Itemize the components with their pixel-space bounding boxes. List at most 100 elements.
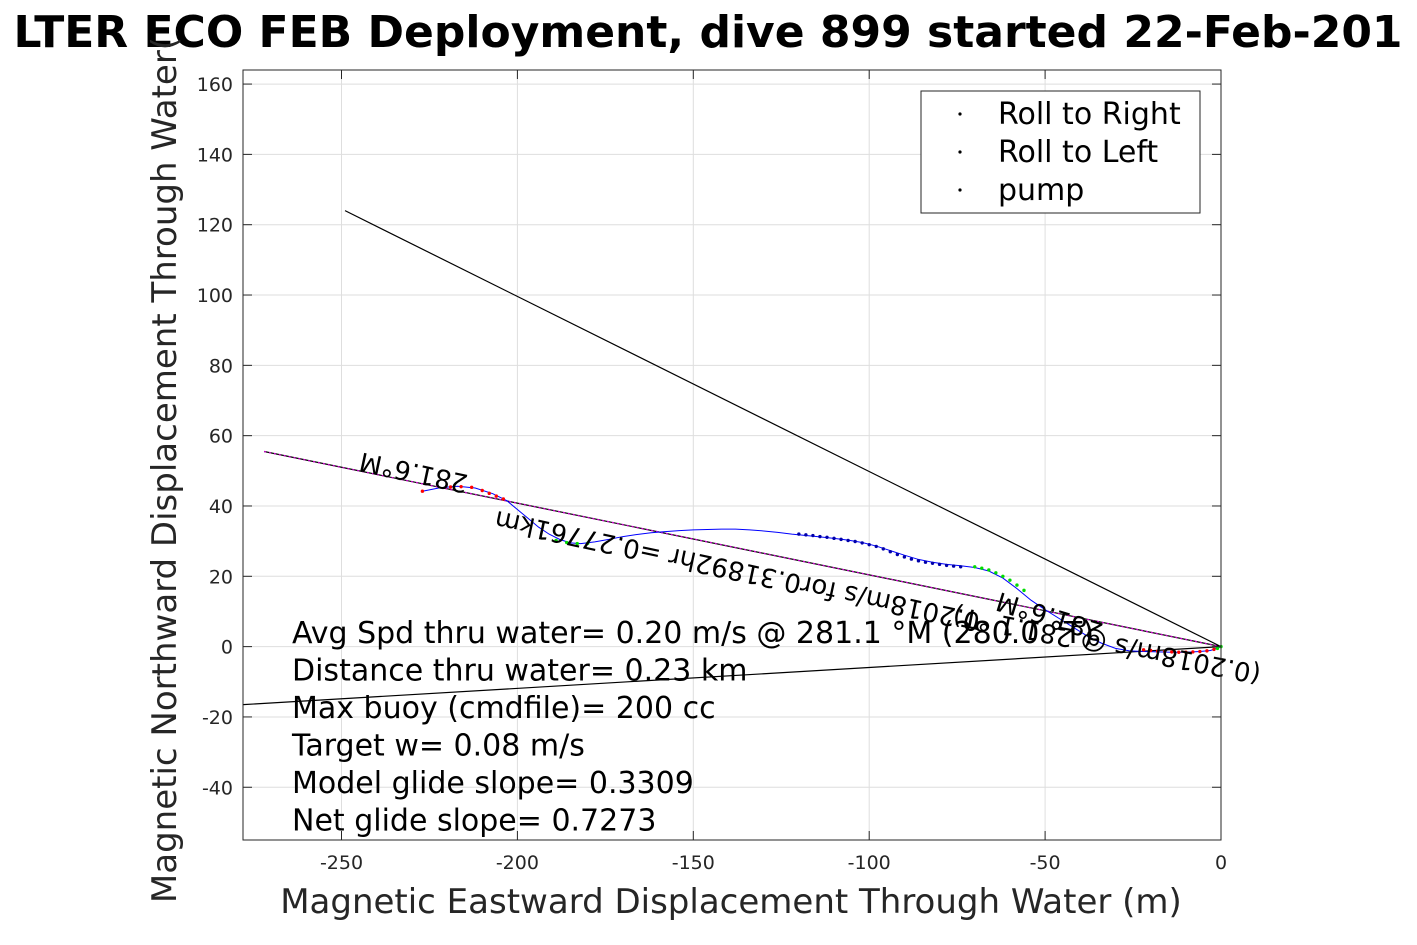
- grid-lines: [243, 70, 1222, 840]
- dive-point-pump: [888, 549, 893, 554]
- dive-point-roll_right: [987, 568, 991, 572]
- legend-label-pump: pump: [998, 173, 1084, 208]
- x-axis-label: Magnetic Eastward Displacement Through W…: [280, 882, 1182, 922]
- dive-point-pump: [895, 552, 900, 557]
- dive-point-pump: [937, 562, 942, 567]
- dive-point-roll_left: [1170, 650, 1174, 654]
- dive-point-roll_left: [459, 484, 463, 489]
- y-tick-label: 140: [197, 144, 233, 166]
- legend-marker-pump: [958, 188, 962, 192]
- x-tick-label: 0: [1215, 852, 1227, 874]
- dive-point-pump: [923, 560, 928, 564]
- dive-point-pump: [825, 535, 829, 539]
- dive-point-roll_left: [1141, 648, 1146, 652]
- dive-point-pump: [909, 557, 914, 561]
- y-tick-label: 60: [209, 426, 233, 448]
- dive-point-pump: [804, 533, 808, 537]
- dive-point-roll_left: [501, 497, 506, 501]
- dive-point-roll_right: [980, 566, 984, 570]
- y-tick-label: 160: [197, 74, 233, 96]
- x-tick-label: -200: [496, 852, 539, 874]
- dive-point-roll_right: [564, 540, 569, 545]
- dive-point-roll_left: [1148, 648, 1153, 653]
- dive-point-roll_right: [1015, 583, 1019, 587]
- dive-point-pump: [916, 559, 921, 563]
- dive-point-roll_left: [420, 489, 425, 493]
- dive-point-pump: [818, 534, 822, 539]
- dive-point-roll_right: [973, 565, 977, 569]
- y-tick-label: 20: [209, 566, 233, 588]
- reference-line: [344, 210, 1222, 648]
- dive-points: [420, 484, 1223, 654]
- y-tick-label: -20: [202, 707, 233, 729]
- annotation-line: Distance thru water= 0.23 km: [292, 654, 747, 689]
- dive-point-pump: [797, 532, 801, 536]
- annotation-line: Avg Spd thru water= 0.20 m/s @ 281.1 °M …: [292, 616, 1094, 651]
- dive-point-pump: [958, 565, 963, 569]
- dive-point-roll_right: [575, 541, 579, 546]
- dive-point-roll_left: [480, 488, 484, 493]
- dive-point-pump: [902, 555, 907, 559]
- dive-point-roll_left: [448, 485, 453, 489]
- dive-point-pump: [874, 544, 878, 549]
- y-tick-label: 80: [209, 355, 233, 377]
- dive-point-roll_right: [1001, 574, 1005, 579]
- dive-point-roll_left: [1184, 650, 1188, 654]
- dive-point-roll_right: [994, 571, 998, 575]
- y-tick-label: -40: [202, 777, 233, 799]
- chart-title: LTER ECO FEB Deployment, dive 899 starte…: [13, 7, 1402, 58]
- dive-point-pump: [860, 541, 864, 545]
- y-tick-label: 40: [209, 496, 233, 518]
- legend-box: [920, 90, 1201, 214]
- reference-line: [263, 450, 1222, 648]
- dive-point-pump: [832, 536, 836, 541]
- legend-label-roll-right: Roll to Right: [998, 97, 1181, 132]
- dive-point-pump: [846, 538, 850, 543]
- reference-lines: [242, 210, 1222, 706]
- dive-point-pump: [930, 561, 935, 565]
- dive-point-pump: [944, 563, 949, 568]
- y-tick-label: 0: [221, 637, 233, 659]
- axis-ticks: -250 -200 -150 -100 -50 0-40-2002040608010012…: [197, 70, 1227, 874]
- dive-point-roll_left: [487, 491, 491, 496]
- dive-point-pump: [867, 542, 871, 547]
- legend: Roll to Right Roll to Left pump: [920, 90, 1201, 214]
- y-axis-label: Magnetic Northward Displacement Through …: [145, 37, 185, 903]
- dive-point-roll_left: [1205, 649, 1209, 653]
- annotation-line: Target w= 0.08 m/s: [291, 729, 585, 764]
- x-tick-label: -100: [848, 852, 891, 874]
- dive-point-pump: [951, 564, 956, 568]
- dive-point-roll_left: [1191, 650, 1195, 654]
- legend-label-roll-left: Roll to Left: [998, 135, 1158, 170]
- dive-point-pump: [839, 537, 843, 542]
- dive-point-roll_right: [1008, 578, 1012, 582]
- legend-marker-roll-left: [958, 150, 962, 154]
- dive-annotations: Avg Spd thru water= 0.20 m/s @ 281.1 °M …: [291, 616, 1094, 839]
- axes-frame: [242, 69, 1222, 841]
- dive-point-roll_left: [1163, 649, 1167, 654]
- reference-line: [242, 646, 1222, 706]
- dive-point-pump: [811, 533, 815, 538]
- x-tick-label: -50: [1030, 852, 1061, 874]
- dive-point-roll_right: [586, 541, 590, 545]
- dive-point-pump: [853, 539, 857, 544]
- x-tick-label: -150: [672, 852, 715, 874]
- dive-point-roll_left: [1155, 649, 1160, 653]
- dive-point-pump: [881, 547, 885, 551]
- y-tick-label: 100: [197, 285, 233, 307]
- dive-point-roll_right: [1022, 588, 1026, 593]
- legend-marker-roll-right: [958, 112, 962, 116]
- dive-point-roll_left: [1212, 647, 1216, 652]
- dive-point-roll_left: [1198, 649, 1202, 654]
- annotation-line: Model glide slope= 0.3309: [292, 766, 694, 801]
- dive-point-roll_left: [1177, 650, 1181, 654]
- y-tick-label: 120: [197, 215, 233, 237]
- annotation-line: Net glide slope= 0.7273: [292, 804, 656, 839]
- dive-point-roll_right: [1215, 646, 1220, 651]
- dive-point-roll_left: [494, 494, 498, 498]
- annotation-line: Max buoy (cmdfile)= 200 cc: [292, 691, 716, 726]
- x-tick-label: -250: [320, 852, 363, 874]
- dive-point-roll_left: [469, 485, 474, 490]
- dive-point-roll_right: [554, 538, 558, 543]
